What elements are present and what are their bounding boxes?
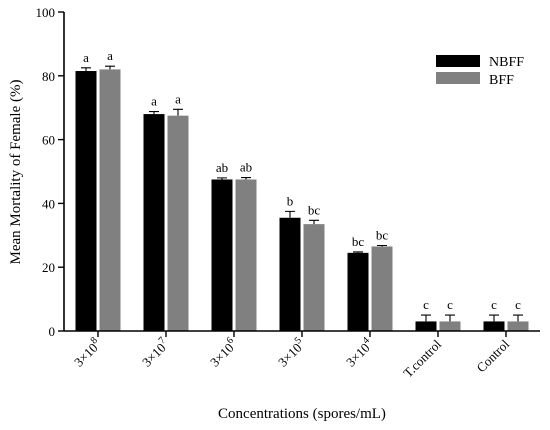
y-tick-label: 100 (36, 5, 56, 20)
error-bar (105, 65, 115, 70)
legend-label-nbff: NBFF (489, 55, 524, 70)
y-tick-label: 0 (49, 324, 56, 339)
significance-label: a (175, 91, 181, 106)
legend-label-bff: BFF (489, 73, 514, 88)
y-tick-label: 40 (42, 196, 55, 211)
significance-label: bc (352, 234, 365, 249)
x-axis-label: Concentrations (spores/mL) (218, 406, 386, 422)
x-tick-label: 3×106 (206, 335, 241, 370)
error-bar (217, 177, 227, 180)
bar-bff (507, 321, 529, 331)
significance-label: bc (308, 202, 321, 217)
y-axis-label: Mean Mortality of Female (%) (8, 80, 24, 265)
significance-label: a (83, 50, 89, 65)
significance-label: c (447, 297, 453, 312)
bar-bff (167, 115, 189, 331)
bar-bff (439, 321, 461, 331)
x-tick-label: 3×107 (138, 335, 173, 370)
y-ticks-layer: 0 20 40 60 80 100 (36, 5, 64, 339)
x-tick-label: T.control (400, 336, 444, 380)
bar-nbff (279, 217, 301, 331)
error-bar (377, 244, 387, 247)
x-ticks-layer: 3×108 3×107 3×106 3×105 3×104 T.control Contro… (70, 331, 512, 380)
significance-label: ab (216, 160, 228, 175)
error-bar (81, 67, 91, 72)
error-bar (421, 314, 431, 322)
significance-label: c (515, 297, 521, 312)
significance-label: c (423, 297, 429, 312)
bar-bff (235, 179, 257, 331)
significance-label: bc (376, 228, 389, 243)
significance-label: a (151, 94, 157, 109)
bar-nbff (211, 179, 233, 331)
bar-nbff (75, 71, 97, 331)
y-tick-label: 20 (42, 260, 55, 275)
bar-bff (99, 69, 121, 332)
legend-swatch-bff (436, 72, 480, 84)
bars-layer (75, 69, 529, 332)
bar-nbff (143, 114, 165, 331)
error-bar (309, 219, 319, 225)
legend-swatch-nbff (436, 55, 480, 67)
significance-label: ab (240, 160, 252, 175)
significance-label: c (491, 297, 497, 312)
error-bar (285, 210, 295, 218)
x-tick-label: 3×105 (274, 335, 309, 370)
error-bar (353, 251, 363, 253)
error-bar (241, 177, 251, 180)
error-bar (173, 108, 183, 116)
error-bars-layer (81, 65, 523, 322)
y-tick-label: 60 (42, 133, 55, 148)
x-tick-label: 3×104 (342, 335, 377, 370)
significance-label: a (107, 48, 113, 63)
bar-bff (303, 224, 325, 331)
x-tick-label: Control (473, 336, 512, 375)
x-tick-label: 3×108 (70, 335, 105, 370)
legend: NBFF BFF (436, 55, 524, 88)
error-bar (149, 110, 159, 115)
bar-bff (371, 246, 393, 331)
error-bar (445, 314, 455, 322)
y-tick-label: 80 (42, 69, 55, 84)
error-bar (513, 314, 523, 322)
bar-nbff (347, 252, 369, 331)
significance-label: b (287, 193, 294, 208)
error-bar (489, 314, 499, 322)
bar-nbff (415, 321, 437, 331)
bar-nbff (483, 321, 505, 331)
